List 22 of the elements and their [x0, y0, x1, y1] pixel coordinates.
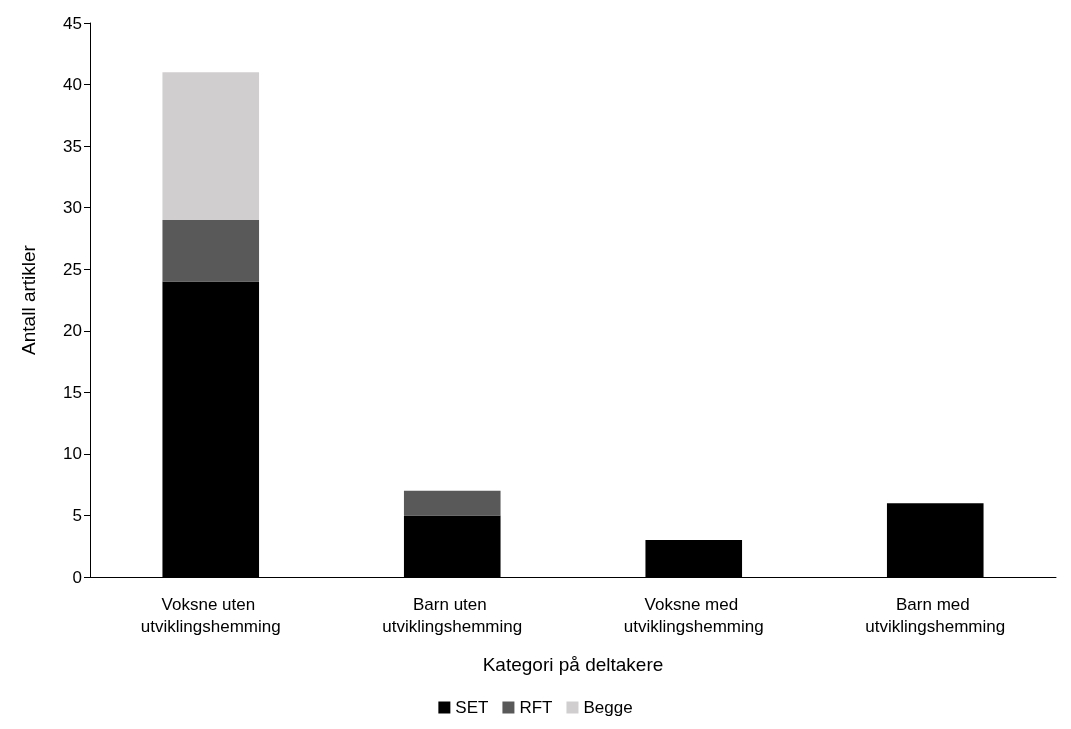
x-tick-label: Barn med utviklingshemming: [865, 594, 1006, 636]
y-tick-label: 15: [63, 382, 82, 402]
bar: [403, 490, 501, 516]
y-tick-label: 10: [63, 444, 82, 464]
y-tick-label: 5: [72, 505, 82, 525]
y-tick-label: 40: [63, 75, 82, 95]
y-tick-label: 25: [63, 259, 82, 279]
x-axis-title: Kategori på deltakere: [482, 654, 664, 675]
x-tick-label: Barn uten utviklingshemming: [382, 594, 523, 636]
bar: [162, 219, 260, 282]
legend-label: Begge: [583, 698, 633, 717]
x-tick-label: Voksne med utviklingshemming: [623, 594, 764, 636]
y-tick-label: 30: [63, 198, 82, 218]
y-tick-label: 45: [63, 13, 82, 33]
y-tick-label: 0: [72, 567, 82, 587]
legend-label: SET: [455, 698, 489, 717]
y-axis-title: Antall artikler: [18, 244, 39, 355]
legend-label: RFT: [519, 698, 553, 717]
x-tick-label: Voksne uten utviklingshemming: [140, 594, 281, 636]
y-tick-label: 20: [63, 321, 82, 341]
bar: [162, 72, 260, 220]
y-tick-label: 35: [63, 136, 82, 156]
